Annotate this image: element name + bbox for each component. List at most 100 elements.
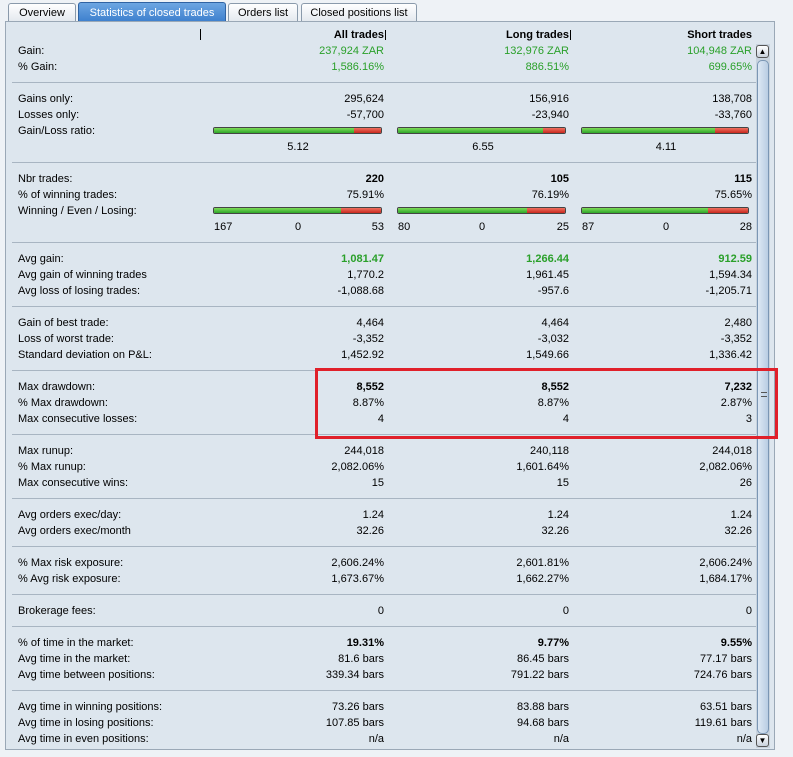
orders-month-all: 32.26: [356, 525, 384, 537]
avg-time-even-long: n/a: [553, 733, 569, 745]
losing-count-all: 53: [371, 221, 384, 233]
row-label: Losses only:: [18, 109, 80, 121]
row-label: Max drawdown:: [18, 381, 96, 393]
gain-all: 237,924 ZAR: [319, 45, 384, 57]
winning-count-short: 87: [582, 221, 595, 233]
orders-day-all: 1.24: [362, 509, 384, 521]
pct-max-dd-long: 8.87%: [537, 397, 569, 409]
row-label: Avg gain of winning trades: [18, 269, 147, 281]
scroll-grip-icon: [761, 392, 767, 397]
win-lose-bar-all: [213, 207, 382, 214]
fees-all: 0: [377, 605, 384, 617]
highlight-box: [315, 368, 778, 439]
max-consec-win-all: 15: [371, 477, 384, 489]
row-label: % Gain:: [18, 61, 58, 73]
pct-winning-short: 75.65%: [714, 189, 752, 201]
section-divider: [12, 594, 756, 595]
row-label: Loss of worst trade:: [18, 333, 114, 345]
gain-loss-bar-all: [213, 127, 382, 134]
section-divider: [12, 434, 756, 435]
avg-time-even-all: n/a: [368, 733, 384, 745]
best-long: 4,464: [541, 317, 569, 329]
column-header-all: All trades: [333, 29, 384, 41]
even-count-long: 0: [479, 221, 486, 233]
time-market-pct-all: 19.31%: [346, 637, 384, 649]
scrollbar-thumb[interactable]: [757, 60, 769, 734]
row-label: Avg time in the market:: [18, 653, 131, 665]
max-runup-all: 244,018: [344, 445, 384, 457]
max-consec-loss-all: 4: [377, 413, 384, 425]
row-label: Avg orders exec/month: [18, 525, 131, 537]
column-header-short: Short trades: [687, 29, 752, 41]
orders-day-short: 1.24: [730, 509, 752, 521]
avg-gain-win-all: 1,770.2: [347, 269, 384, 281]
avg-time-between-long: 791.22 bars: [510, 669, 569, 681]
nbr-trades-long: 105: [550, 173, 569, 185]
max-risk-long: 2,601.81%: [516, 557, 569, 569]
row-label: Avg orders exec/day:: [18, 509, 122, 521]
text-cursor: [200, 29, 201, 40]
stddev-all: 1,452.92: [341, 349, 384, 361]
fees-long: 0: [562, 605, 569, 617]
scroll-up-button[interactable]: ▲: [756, 45, 769, 58]
pct-gain-short: 699.65%: [708, 61, 752, 73]
losses-only-long: -23,940: [531, 109, 569, 121]
max-dd-short: 7,232: [724, 381, 752, 393]
row-label: Nbr trades:: [18, 173, 73, 185]
pct-gain-all: 1,586.16%: [331, 61, 384, 73]
worst-long: -3,032: [537, 333, 569, 345]
winning-count-long: 80: [398, 221, 411, 233]
avg-time-between-short: 724.76 bars: [693, 669, 752, 681]
avg-time-between-all: 339.34 bars: [325, 669, 384, 681]
row-label: Standard deviation on P&L:: [18, 349, 152, 361]
avg-gain-long: 1,266.44: [526, 253, 569, 265]
worst-short: -3,352: [720, 333, 752, 345]
row-label: Max consecutive wins:: [18, 477, 129, 489]
pct-max-runup-all: 2,082.06%: [331, 461, 384, 473]
column-divider: [570, 30, 571, 40]
avg-loss-lose-long: -957.6: [537, 285, 569, 297]
row-label: Gain:: [18, 45, 45, 57]
gain-short: 104,948 ZAR: [687, 45, 752, 57]
avg-loss-lose-all: -1,088.68: [337, 285, 384, 297]
gl-ratio-all: 5.12: [287, 141, 309, 153]
scroll-down-button[interactable]: ▼: [756, 734, 769, 747]
section-divider: [12, 498, 756, 499]
row-label: % Max runup:: [18, 461, 86, 473]
avg-loss-lose-short: -1,205.71: [705, 285, 752, 297]
gain-long: 132,976 ZAR: [504, 45, 569, 57]
best-short: 2,480: [724, 317, 752, 329]
even-count-all: 0: [295, 221, 302, 233]
max-dd-all: 8,552: [356, 381, 384, 393]
tab-overview[interactable]: Overview: [8, 3, 76, 21]
avg-gain-win-short: 1,594.34: [709, 269, 752, 281]
avg-time-lose-long: 94.68 bars: [517, 717, 569, 729]
avg-time-market-all: 81.6 bars: [338, 653, 384, 665]
tab-statistics-closed-trades[interactable]: Statistics of closed trades: [78, 2, 226, 22]
stddev-long: 1,549.66: [526, 349, 569, 361]
gains-only-all: 295,624: [344, 93, 384, 105]
orders-month-short: 32.26: [724, 525, 752, 537]
max-dd-long: 8,552: [541, 381, 569, 393]
pct-max-dd-short: 2.87%: [720, 397, 752, 409]
tab-orders-list[interactable]: Orders list: [228, 3, 298, 21]
tab-closed-positions-list[interactable]: Closed positions list: [301, 3, 417, 21]
section-divider: [12, 306, 756, 307]
section-divider: [12, 162, 756, 163]
row-label: Avg time in losing positions:: [18, 717, 154, 729]
gl-ratio-long: 6.55: [472, 141, 494, 153]
row-label: Winning / Even / Losing:: [18, 205, 137, 217]
max-consec-loss-short: 3: [745, 413, 752, 425]
column-header-long: Long trades: [506, 29, 569, 41]
avg-risk-long: 1,662.27%: [516, 573, 569, 585]
tab-bar: Overview Statistics of closed trades Ord…: [0, 0, 793, 22]
losses-only-short: -33,760: [714, 109, 752, 121]
orders-day-long: 1.24: [547, 509, 569, 521]
pct-max-runup-long: 1,601.64%: [516, 461, 569, 473]
losses-only-all: -57,700: [346, 109, 384, 121]
section-divider: [12, 82, 756, 83]
time-market-pct-long: 9.77%: [537, 637, 569, 649]
gains-only-long: 156,916: [529, 93, 569, 105]
section-divider: [12, 690, 756, 691]
avg-gain-all: 1,081.47: [341, 253, 384, 265]
